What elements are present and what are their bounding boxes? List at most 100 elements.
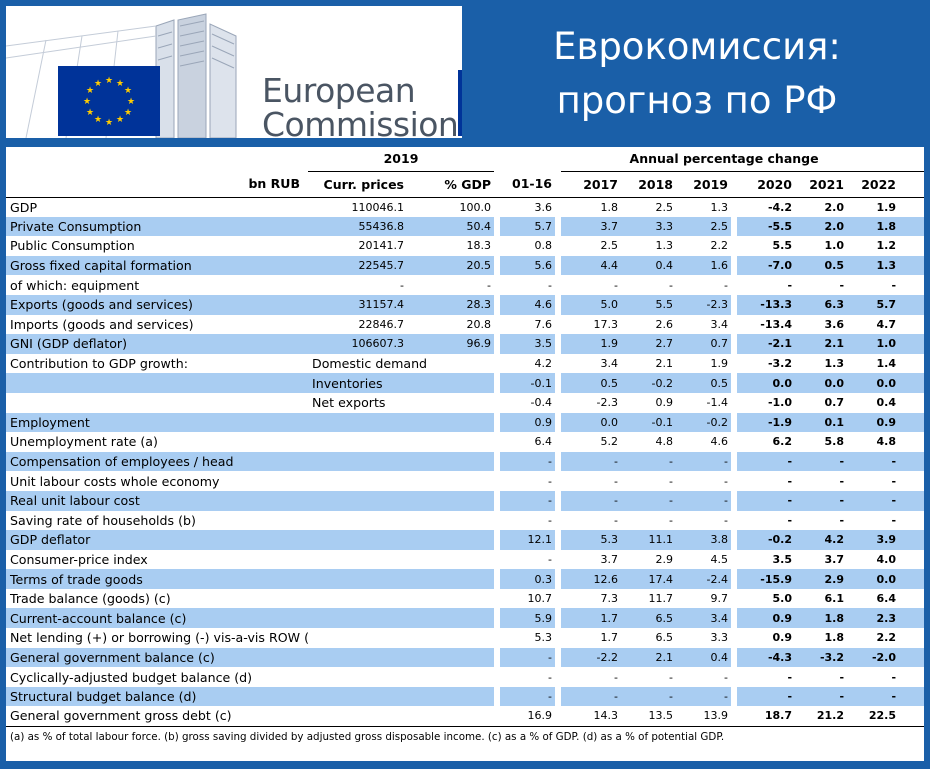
col-2019: 2019 (676, 171, 732, 198)
row-label: Exports (goods and services) (6, 294, 308, 315)
cell-2018: - (669, 278, 674, 292)
column-gap (555, 706, 562, 727)
cell-01-16: 3.6 (534, 200, 553, 214)
cell-2019: 2.2 (710, 239, 729, 253)
cell-2022: 0.0 (847, 373, 900, 393)
cell-01-16: -0.4 (530, 396, 553, 410)
cell-2021: 6.1 (824, 592, 845, 606)
col-2021: 2021 (795, 171, 848, 198)
col-pct-gdp: % GDP (407, 171, 495, 198)
column-gap (494, 412, 501, 433)
cell-2017: 2.5 (600, 239, 619, 253)
cell-01-16: 0.9 (500, 412, 556, 433)
column-gap (494, 588, 501, 609)
column-gap (731, 647, 738, 668)
table-row: Cyclically-adjusted budget balance (d) - -… (6, 667, 924, 687)
column-gap (555, 353, 562, 374)
table-row: Net lending (+) or borrowing (-) vis-a-v… (6, 628, 924, 648)
row-sublabel: Domestic demand (312, 356, 428, 372)
table-row: Employment 0.9 0.0 -0.1 -0.2 -1.9 0.1 0.9 (6, 412, 925, 433)
cell-01-16: - (548, 513, 553, 527)
cell-curr-prices (308, 530, 407, 550)
cell-2018: 2.9 (655, 552, 674, 566)
column-gap (555, 216, 562, 237)
cell-2019: 0.7 (676, 334, 732, 354)
cell-2019: 4.6 (710, 435, 729, 449)
column-gap (494, 294, 501, 315)
table-row: Unit labour costs whole economy - - - - - - - (6, 471, 924, 491)
cell-2022: 0.4 (876, 396, 897, 410)
cell-01-16: 4.6 (500, 294, 556, 315)
cell-01-16: 5.7 (500, 216, 556, 237)
row-sublabel: Inventories (308, 373, 495, 393)
cell-2021: 3.7 (824, 552, 845, 566)
column-gap (731, 667, 738, 687)
table-row: General government balance (c) - -2.2 2.1 0.… (6, 647, 925, 668)
svg-text:★: ★ (105, 76, 113, 86)
cell-2019: - (724, 278, 729, 292)
column-gap (555, 197, 562, 217)
table-row: Saving rate of households (b) - - - - - - - (6, 510, 924, 531)
column-gap (555, 294, 562, 315)
row-tail (899, 511, 924, 531)
column-gap (494, 353, 501, 374)
cell-2020: - (787, 670, 793, 684)
cell-2019: - (676, 490, 732, 511)
cell-2021: - (839, 474, 845, 488)
row-tail (899, 667, 924, 687)
cell-01-16: 0.3 (500, 569, 556, 589)
cell-2019: 13.9 (703, 709, 729, 723)
cell-2021: 1.8 (824, 631, 845, 645)
cell-2021: 3.6 (824, 317, 845, 331)
cell-2018: - (621, 451, 677, 472)
cell-2022: 22.5 (868, 709, 897, 723)
logo-wordmark: European Commission (262, 74, 459, 139)
cell-pct-gdp (407, 471, 494, 491)
svg-text:★: ★ (124, 86, 132, 96)
cell-01-16: - (500, 647, 556, 668)
row-label: Compensation of employees / head (6, 451, 308, 472)
cell-2017: 0.0 (561, 412, 622, 433)
row-tail (899, 706, 924, 726)
cell-2022: - (847, 490, 900, 511)
table-row: Contribution to GDP growth: Domestic dema… (6, 353, 924, 374)
cell-2018: - (621, 490, 677, 511)
row-tail (899, 294, 925, 315)
cell-01-16: - (548, 670, 553, 684)
table-row: Private Consumption 55436.8 50.4 5.7 3.7 3.3 2… (6, 216, 925, 237)
column-gap (555, 588, 562, 609)
cell-2018: 0.9 (655, 396, 674, 410)
cell-2021: - (839, 278, 845, 292)
column-gap (494, 334, 501, 354)
row-label: Unemployment rate (a) (10, 434, 158, 450)
cell-pct-gdp (407, 686, 495, 707)
cell-2017: -2.2 (561, 647, 622, 668)
cell-2019: 3.3 (710, 631, 729, 645)
cell-01-16: 0.8 (534, 239, 553, 253)
cell-2018: 11.1 (621, 530, 677, 550)
row-tail (899, 530, 925, 550)
cell-pct-gdp: 50.4 (407, 216, 495, 237)
column-gap (494, 216, 501, 237)
cell-2019: - (676, 686, 732, 707)
cell-2020: -5.5 (737, 216, 796, 237)
cell-2017: 1.7 (561, 608, 622, 629)
cell-2017: 12.6 (561, 569, 622, 589)
table-row: Trade balance (goods) (c) 10.7 7.3 11.7 9.7 5… (6, 588, 924, 609)
cell-2017: - (561, 686, 622, 707)
cell-pct-gdp (407, 550, 494, 570)
cell-curr-prices: 31157.4 (308, 294, 407, 315)
column-gap (494, 686, 501, 707)
row-tail (899, 647, 925, 668)
column-gap (494, 392, 501, 413)
col-2020: 2020 (737, 171, 796, 198)
forecast-table-panel: 2019 Annual percentage change bn RUB Cur… (6, 147, 925, 761)
cell-2021: 2.0 (824, 200, 845, 214)
row-label: Real unit labour cost (6, 490, 308, 511)
row-tail (899, 686, 925, 707)
col-2018: 2018 (621, 171, 677, 198)
cell-2018: 4.8 (655, 435, 674, 449)
cell-01-16: 5.6 (500, 255, 556, 276)
row-label: Structural budget balance (d) (6, 686, 308, 707)
row-tail (899, 393, 924, 413)
